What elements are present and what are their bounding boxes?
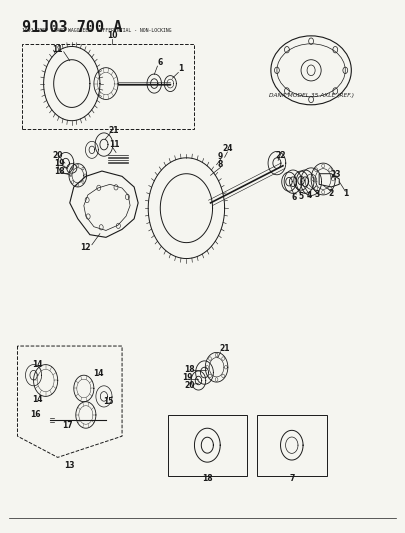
Text: 20: 20: [53, 151, 63, 160]
Bar: [257, 415, 327, 476]
Text: 17: 17: [62, 421, 73, 430]
Text: 11: 11: [109, 140, 119, 149]
Text: 8: 8: [218, 160, 223, 168]
Text: 21: 21: [220, 344, 230, 353]
Text: 14: 14: [32, 394, 43, 403]
Text: 16: 16: [30, 410, 41, 419]
Text: 1993 JEEP GRAND WAGONEER  DIFFERENTIAL - NON-LOCKING: 1993 JEEP GRAND WAGONEER DIFFERENTIAL - …: [21, 28, 171, 33]
Text: 21: 21: [109, 126, 119, 135]
Text: 5: 5: [298, 192, 304, 201]
Text: 1: 1: [343, 189, 348, 198]
Text: DANA MODEL 35 AXLE (REF.): DANA MODEL 35 AXLE (REF.): [269, 93, 354, 98]
Text: 22: 22: [276, 151, 286, 160]
Text: 13: 13: [64, 461, 75, 470]
Text: 23: 23: [330, 170, 341, 179]
Text: 19: 19: [54, 159, 65, 167]
Text: 14: 14: [93, 369, 103, 378]
Text: 12: 12: [81, 244, 91, 253]
Text: 3: 3: [315, 190, 320, 199]
Text: 2: 2: [328, 189, 334, 198]
Text: 10: 10: [107, 31, 117, 41]
Text: 19: 19: [182, 373, 192, 382]
Text: 24: 24: [222, 144, 233, 154]
Text: 18: 18: [184, 366, 195, 374]
Text: 4: 4: [307, 191, 312, 200]
Text: 15: 15: [103, 397, 113, 406]
Text: 1: 1: [178, 64, 183, 73]
Text: 6: 6: [292, 193, 297, 202]
Bar: [168, 415, 247, 476]
Text: 14: 14: [32, 360, 43, 369]
Text: 18: 18: [202, 474, 213, 483]
Text: 11: 11: [53, 45, 63, 54]
Text: 91J03 700 A: 91J03 700 A: [21, 20, 122, 35]
Text: 20: 20: [184, 381, 195, 390]
Text: 7: 7: [289, 474, 294, 483]
Text: 6: 6: [158, 58, 163, 67]
Text: 9: 9: [218, 152, 223, 161]
Text: 18: 18: [54, 166, 65, 175]
